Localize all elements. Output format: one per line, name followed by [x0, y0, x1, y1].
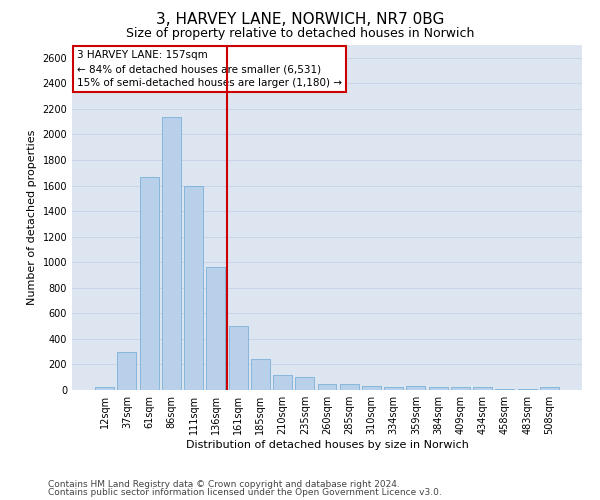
X-axis label: Distribution of detached houses by size in Norwich: Distribution of detached houses by size … — [185, 440, 469, 450]
Bar — [273, 374, 292, 390]
Bar — [251, 358, 270, 390]
Bar — [451, 388, 470, 390]
Bar — [162, 116, 181, 390]
Bar — [406, 386, 425, 390]
Bar — [317, 384, 337, 390]
Bar — [473, 388, 492, 390]
Text: 3 HARVEY LANE: 157sqm
← 84% of detached houses are smaller (6,531)
15% of semi-d: 3 HARVEY LANE: 157sqm ← 84% of detached … — [77, 50, 342, 88]
Bar — [540, 387, 559, 390]
Bar — [184, 186, 203, 390]
Bar — [340, 384, 359, 390]
Bar — [229, 326, 248, 390]
Y-axis label: Number of detached properties: Number of detached properties — [27, 130, 37, 305]
Bar — [95, 387, 114, 390]
Text: Contains public sector information licensed under the Open Government Licence v3: Contains public sector information licen… — [48, 488, 442, 497]
Bar — [429, 387, 448, 390]
Bar — [140, 176, 158, 390]
Text: Contains HM Land Registry data © Crown copyright and database right 2024.: Contains HM Land Registry data © Crown c… — [48, 480, 400, 489]
Text: Size of property relative to detached houses in Norwich: Size of property relative to detached ho… — [126, 28, 474, 40]
Bar — [295, 377, 314, 390]
Text: 3, HARVEY LANE, NORWICH, NR7 0BG: 3, HARVEY LANE, NORWICH, NR7 0BG — [156, 12, 444, 28]
Bar — [118, 352, 136, 390]
Bar — [362, 386, 381, 390]
Bar — [206, 268, 225, 390]
Bar — [384, 388, 403, 390]
